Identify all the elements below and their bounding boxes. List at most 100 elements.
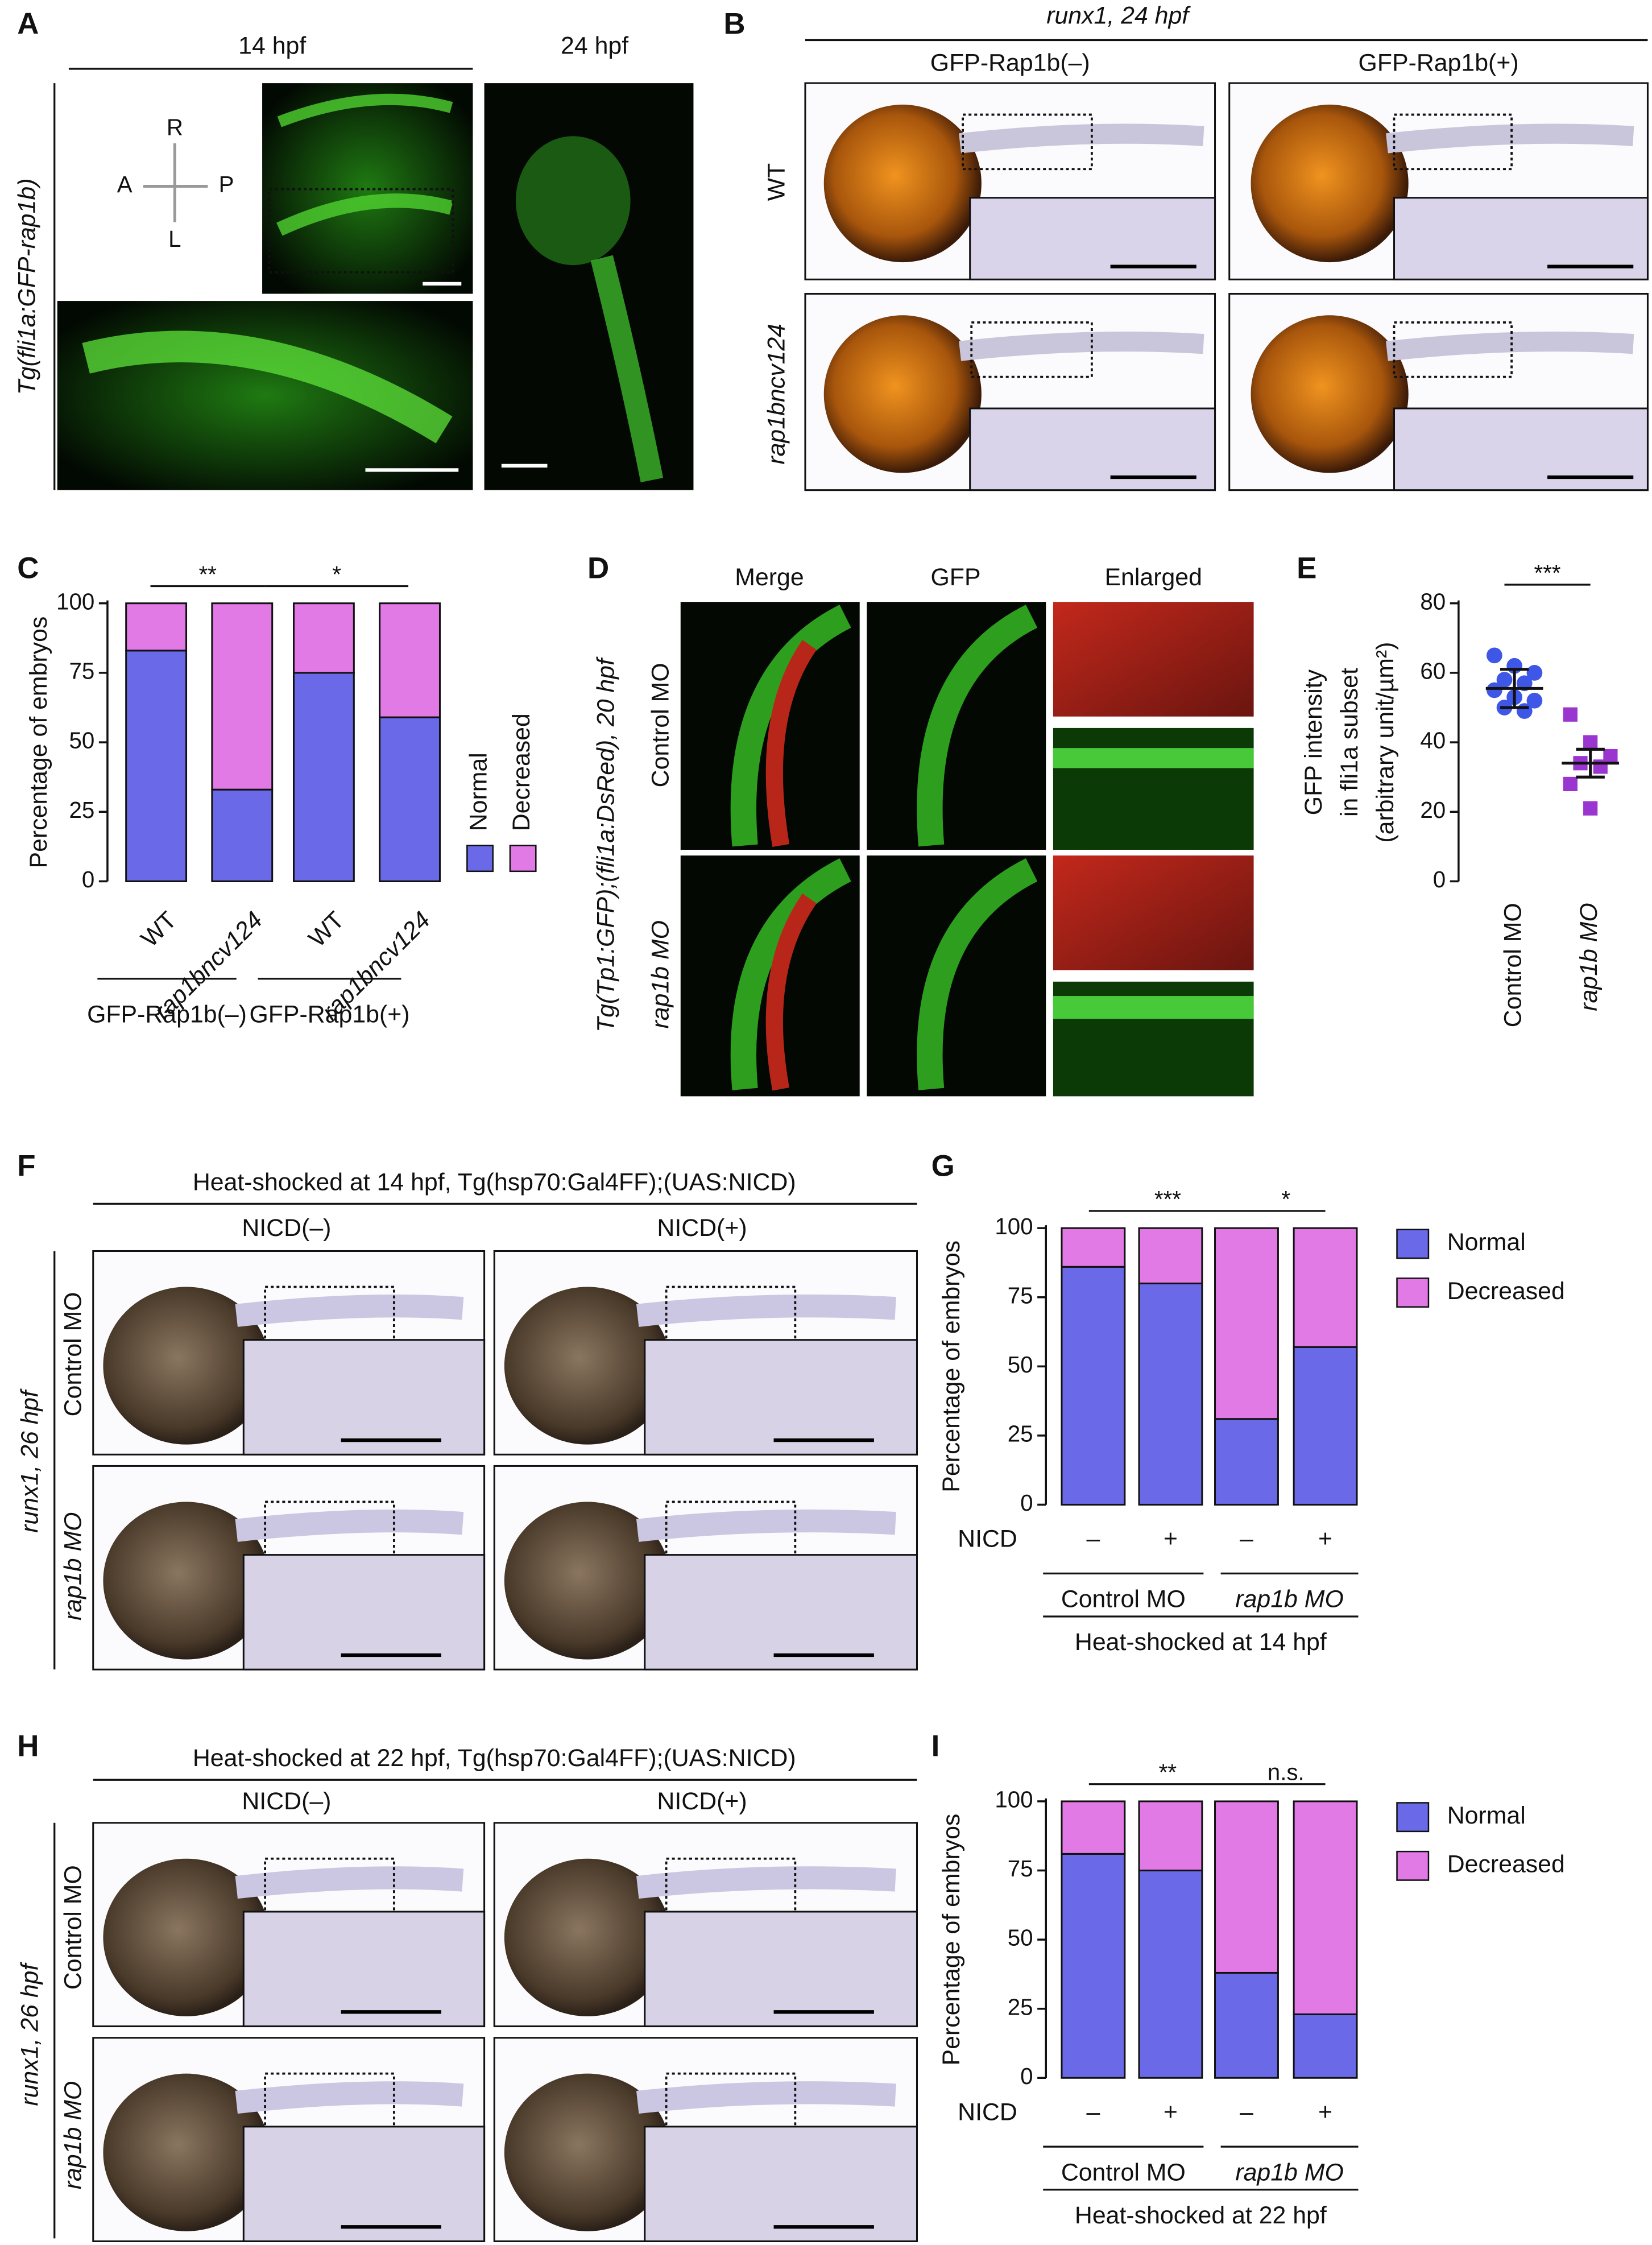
data-point	[1526, 665, 1543, 681]
inset	[242, 1911, 486, 2028]
group-label: rap1b MO	[1235, 1586, 1343, 1613]
tail	[235, 1866, 464, 1899]
significance-label: **	[1159, 1760, 1177, 1785]
y-tick-label: 20	[1420, 797, 1446, 823]
inset	[242, 2126, 486, 2242]
y-tick-label: 50	[69, 728, 94, 754]
y-tick-label: 40	[1420, 728, 1446, 754]
significance-label: ***	[1154, 1186, 1181, 1212]
legend-label: Decreased	[508, 713, 535, 831]
tail	[235, 1509, 464, 1542]
y-tick-label: 60	[1420, 659, 1446, 684]
yolk	[504, 2073, 671, 2231]
stage-label: 24 hpf	[561, 32, 628, 59]
data-point	[1496, 672, 1513, 688]
micrograph-detail	[1053, 748, 1254, 768]
significance-label: n.s.	[1268, 1760, 1305, 1785]
row-label: NICD	[958, 2099, 1017, 2126]
micrograph-detail	[917, 858, 1038, 1090]
micrograph-detail	[276, 193, 453, 236]
data-point	[1563, 776, 1578, 791]
bar-segment	[1214, 1227, 1279, 1420]
x-tick-label: Control MO	[1499, 903, 1526, 1027]
bar-segment	[1293, 1800, 1358, 2015]
x-tick-label: +	[1164, 2099, 1178, 2126]
stage-label: 14 hpf	[238, 32, 306, 59]
column-label: NICD(+)	[657, 1788, 747, 1815]
tail	[959, 123, 1204, 154]
y-tick-label: 0	[1433, 867, 1446, 892]
y-tick-label: 0	[1020, 2064, 1033, 2089]
tail	[1385, 123, 1634, 154]
row-label: Control MO	[647, 663, 674, 787]
embryo-image	[804, 292, 1216, 491]
embryo-image	[1228, 292, 1649, 491]
inset-box	[1393, 321, 1513, 378]
y-tick-label: 50	[1008, 1352, 1033, 1378]
micrograph-detail	[82, 330, 453, 444]
panel-d: D Merge GFP Enlarged Tg(Tp1:GFP);(fli1a:…	[587, 552, 1254, 1097]
panel-letter: E	[1297, 552, 1316, 585]
y-tick-label: 100	[995, 1214, 1033, 1239]
inset-box	[1393, 113, 1513, 171]
significance-label: **	[199, 561, 217, 587]
row-label: rap1b MO	[647, 920, 674, 1028]
y-tick-label: 75	[69, 659, 94, 684]
row-label: WT	[763, 163, 790, 201]
inset	[644, 1554, 918, 1671]
micrograph-detail	[590, 255, 664, 482]
y-tick-label: 25	[69, 797, 94, 823]
panel-title: runx1, 24 hpf	[1046, 2, 1191, 30]
yolk	[103, 2073, 270, 2231]
legend-label: Normal	[1447, 1802, 1526, 1829]
footer-label: Heat-shocked at 22 hpf	[1075, 2202, 1327, 2229]
legend-label: Normal	[465, 753, 492, 831]
inset	[242, 1554, 486, 1671]
bar-segment	[125, 650, 188, 882]
inset-box	[264, 1285, 395, 1346]
micrograph-detail	[765, 894, 817, 1091]
y-tick-label: 25	[1008, 1421, 1033, 1447]
data-point	[1593, 759, 1608, 774]
tail	[636, 2081, 896, 2114]
data-point	[1583, 801, 1598, 816]
yolk	[823, 315, 982, 473]
column-label: GFP	[930, 564, 980, 591]
data-point	[1486, 647, 1502, 664]
column-label: NICD(+)	[657, 1214, 747, 1242]
tail	[235, 2081, 464, 2114]
data-point	[1526, 692, 1543, 709]
legend-label: Decreased	[1447, 1277, 1565, 1305]
embryo-image	[804, 82, 1216, 280]
column-label: Merge	[735, 564, 804, 591]
micrograph-detail	[1053, 996, 1254, 1019]
column-label: NICD(–)	[242, 1214, 331, 1242]
panel-letter: C	[17, 552, 39, 585]
inset	[242, 1339, 486, 1456]
bar-segment	[1138, 1800, 1203, 1872]
x-tick-label: –	[1086, 2099, 1100, 2126]
yolk	[103, 1502, 270, 1660]
inset-box	[264, 1857, 395, 1917]
legend-label: Normal	[1447, 1229, 1526, 1256]
bar-segment	[1138, 1227, 1203, 1284]
panel-title: Heat-shocked at 14 hpf, Tg(hsp70:Gal4FF)…	[193, 1168, 796, 1196]
group-label: Control MO	[1061, 2159, 1186, 2186]
panel-letter: H	[17, 1730, 39, 1763]
row-label: Control MO	[59, 1292, 86, 1416]
y-tick-label: 25	[1008, 1994, 1033, 2020]
panel-a: A 14 hpf 24 hpf Tg(fli1a:GFP-rap1b) R L …	[14, 7, 694, 490]
bar-segment	[292, 602, 355, 674]
axis-label: P	[219, 172, 234, 197]
x-tick-label: rap1b MO	[1575, 903, 1603, 1011]
inset	[644, 1911, 918, 2028]
bar-segment	[1293, 2013, 1358, 2079]
inset	[644, 2126, 918, 2242]
group-label: GFP-Rap1b(+)	[249, 1001, 409, 1028]
tail	[1385, 331, 1634, 361]
y-tick-label: 0	[82, 867, 94, 892]
micrograph	[867, 602, 1046, 850]
legend-swatch	[1396, 1229, 1430, 1259]
y-tick-label: 0	[1020, 1490, 1033, 1516]
